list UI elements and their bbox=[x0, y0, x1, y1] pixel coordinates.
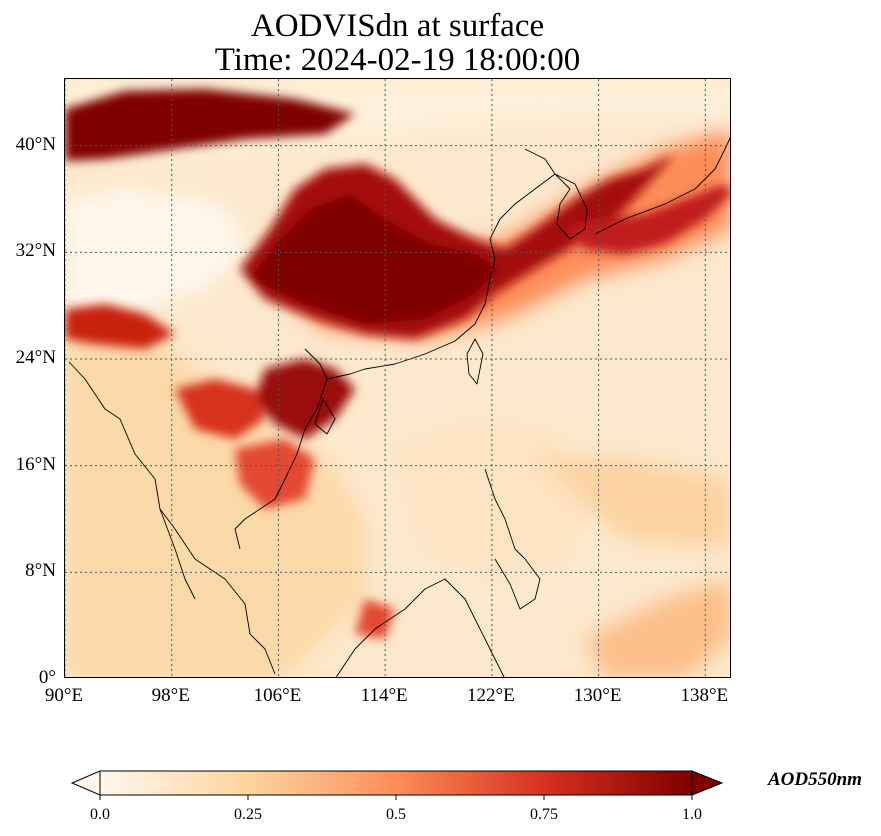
colorbar-title: AOD550nm bbox=[768, 769, 862, 790]
coast-vietnam bbox=[234, 348, 328, 550]
aod-region-china-haze-core bbox=[250, 194, 500, 324]
colorbar-extend-low bbox=[70, 770, 101, 796]
lat-tick-label: 40°N bbox=[15, 133, 56, 155]
coast-borneo bbox=[335, 578, 505, 677]
lat-tick-label: 16°N bbox=[15, 453, 56, 475]
lat-tick-label: 24°N bbox=[15, 347, 56, 368]
aod-region-pacific-band bbox=[585, 579, 730, 677]
aod-region-bengal-plume bbox=[65, 304, 175, 349]
colorbar-tick-label: 0.5 bbox=[386, 806, 406, 823]
lon-tick-label: 98°E bbox=[151, 685, 190, 706]
coast-japan bbox=[594, 137, 730, 235]
colorbar-ticks bbox=[99, 795, 693, 800]
colorbar-extend-high bbox=[691, 770, 724, 796]
coast-philippines bbox=[484, 468, 541, 610]
coast-hainan bbox=[314, 398, 336, 435]
aod-region-indochina-haze bbox=[65, 319, 365, 677]
lon-tick-label: 90°E bbox=[44, 685, 84, 706]
gridlines bbox=[65, 79, 730, 677]
aod-region-mongolia-dust bbox=[65, 89, 355, 161]
aod-region-laos-cambodia bbox=[235, 439, 315, 509]
coast-korea bbox=[554, 173, 588, 240]
colorbar-tick-label: 0.25 bbox=[234, 806, 262, 823]
colorbar-tick-label: 0.75 bbox=[530, 806, 558, 823]
aod-region-vietnam-plume bbox=[255, 359, 355, 439]
lon-tick-label: 114°E bbox=[360, 685, 408, 706]
lat-tick-label: 0° bbox=[38, 667, 56, 688]
map-plot-area bbox=[64, 78, 731, 678]
coast-indochina-west bbox=[68, 361, 276, 675]
lat-tick-label: 8°N bbox=[25, 560, 56, 582]
lon-tick-label: 138°E bbox=[680, 685, 729, 706]
lon-tick-label: 122°E bbox=[467, 685, 515, 706]
aod-field bbox=[65, 79, 730, 677]
lon-tick-label: 106°E bbox=[253, 685, 302, 706]
colorbar-gradient bbox=[99, 770, 693, 796]
title-line-2: Time: 2024-02-19 18:00:00 bbox=[214, 42, 581, 78]
aod-region-myanmar-fires bbox=[175, 379, 265, 439]
title-line-1: AODVISdn at surface bbox=[250, 8, 545, 44]
lon-tick-label: 130°E bbox=[573, 685, 622, 706]
colorbar-tick-label: 0.0 bbox=[90, 806, 110, 823]
coast-thailand-gulf bbox=[159, 508, 196, 600]
coast-taiwan bbox=[466, 338, 484, 385]
aod-region-philippine-sea bbox=[535, 459, 730, 549]
aod-region-tibet-clean bbox=[65, 189, 240, 319]
aod-region-japan-plume bbox=[565, 184, 730, 254]
colorbar-tick-label: 1.0 bbox=[682, 806, 702, 823]
lat-tick-label: 32°N bbox=[15, 240, 56, 262]
